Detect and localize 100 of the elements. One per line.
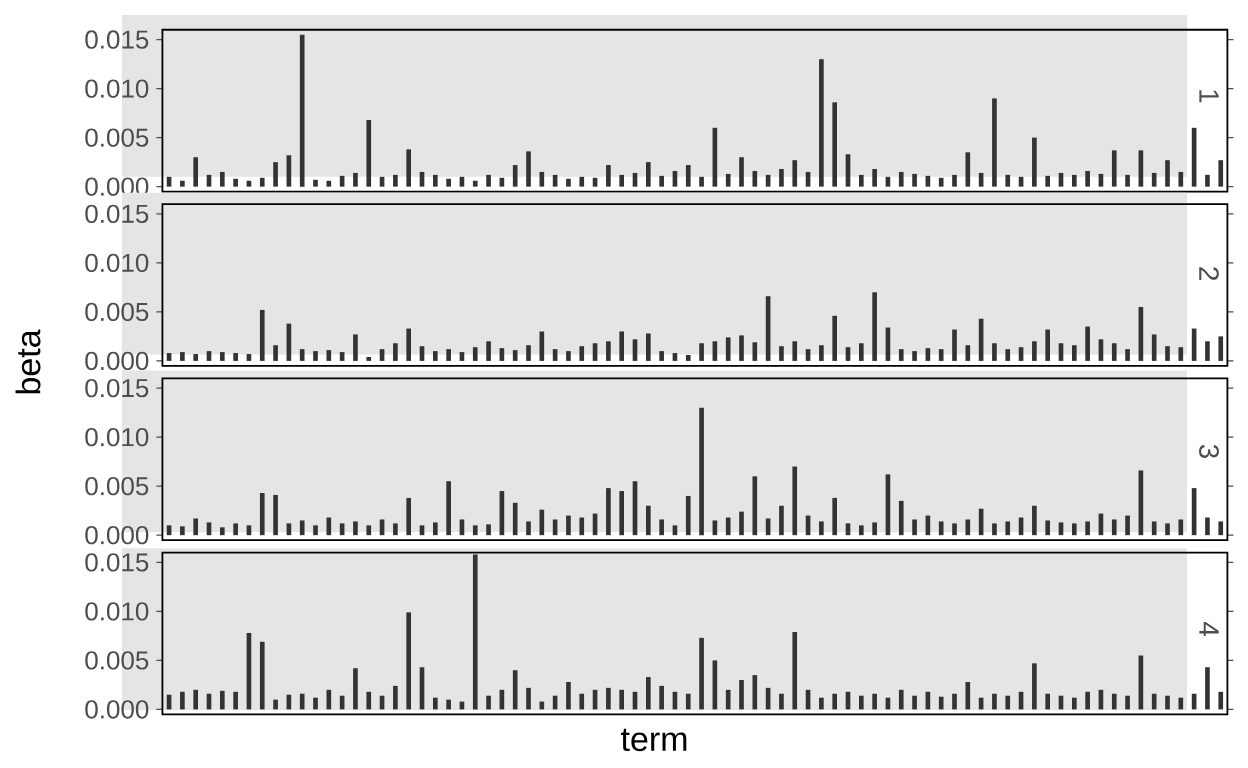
bar — [393, 523, 398, 536]
bar — [685, 495, 691, 536]
bar — [965, 519, 971, 536]
bar — [233, 178, 238, 187]
bar — [725, 517, 731, 536]
bar — [472, 347, 478, 361]
bar — [1178, 347, 1184, 361]
y-tick-label: 0.015 — [85, 30, 149, 49]
bar — [566, 351, 571, 361]
bar — [219, 352, 225, 361]
bar — [1032, 341, 1037, 361]
bar — [259, 641, 265, 710]
bar — [299, 520, 305, 536]
bar — [685, 355, 691, 361]
bar — [1205, 341, 1210, 361]
bar — [645, 333, 651, 361]
bar — [180, 180, 185, 187]
bar — [446, 699, 451, 710]
bar — [432, 351, 438, 361]
bar — [619, 174, 625, 187]
bar — [219, 527, 225, 536]
bar — [1005, 695, 1011, 710]
bar — [406, 612, 412, 710]
bar — [1178, 519, 1184, 536]
bar — [645, 677, 651, 710]
bar — [1111, 693, 1117, 710]
bar — [1005, 349, 1011, 361]
bar — [526, 345, 531, 361]
bar — [659, 685, 664, 710]
bar — [779, 168, 784, 187]
bar — [1165, 346, 1170, 361]
bar — [952, 523, 957, 536]
bar — [832, 102, 838, 187]
bar — [1071, 697, 1077, 710]
bar — [326, 517, 332, 536]
bar — [992, 523, 997, 536]
bar — [938, 177, 944, 187]
bar — [912, 173, 917, 187]
y-tick-label: 0.000 — [85, 351, 149, 371]
bar — [233, 523, 238, 536]
bar — [752, 675, 758, 710]
bar — [1165, 160, 1170, 187]
x-axis-title: term — [621, 728, 687, 752]
bar — [539, 331, 545, 361]
bar — [1218, 336, 1224, 361]
bar — [180, 526, 185, 536]
bar — [539, 171, 545, 187]
bar — [1032, 663, 1037, 710]
bar — [579, 176, 585, 187]
bar — [938, 521, 944, 536]
bar — [858, 695, 864, 710]
bar — [792, 341, 798, 361]
bar — [792, 160, 798, 187]
bar — [526, 687, 531, 710]
y-tick-label: 0.010 — [85, 602, 149, 621]
bar — [779, 693, 784, 710]
bar — [393, 343, 398, 361]
bar — [259, 177, 265, 187]
bar — [486, 341, 491, 361]
bar — [273, 162, 278, 187]
bar — [1045, 175, 1051, 187]
bar — [259, 493, 265, 536]
bar — [752, 476, 758, 536]
bar — [1071, 345, 1077, 361]
bar — [273, 345, 278, 361]
bar — [1205, 667, 1210, 710]
bar — [512, 670, 518, 710]
bar — [180, 352, 185, 361]
bar — [446, 349, 451, 361]
bar — [1178, 171, 1184, 187]
bar — [219, 171, 225, 187]
bar — [858, 525, 864, 536]
bar — [1085, 521, 1090, 536]
bar — [752, 170, 758, 187]
bar — [180, 691, 185, 710]
bar — [1045, 520, 1051, 536]
y-tick-label: 0.000 — [85, 700, 149, 719]
bar — [432, 174, 438, 187]
bar — [406, 497, 412, 536]
bar — [366, 119, 372, 187]
bar — [432, 697, 438, 710]
bar — [406, 328, 412, 361]
bar — [832, 315, 838, 361]
bar — [432, 522, 438, 536]
bar — [872, 292, 877, 361]
bar — [685, 693, 691, 710]
bar — [486, 695, 491, 710]
bar — [512, 350, 518, 361]
bar — [1111, 343, 1117, 361]
bar — [1218, 160, 1224, 187]
bar — [406, 149, 412, 187]
bar — [353, 334, 358, 361]
text: 3 — [1199, 444, 1219, 458]
bar — [1151, 334, 1157, 361]
bar — [1205, 174, 1210, 187]
y-tick-label: 0.015 — [85, 553, 149, 572]
text: 2 — [1199, 267, 1219, 281]
bar — [898, 500, 904, 536]
bar — [819, 697, 824, 710]
bar — [233, 353, 238, 361]
